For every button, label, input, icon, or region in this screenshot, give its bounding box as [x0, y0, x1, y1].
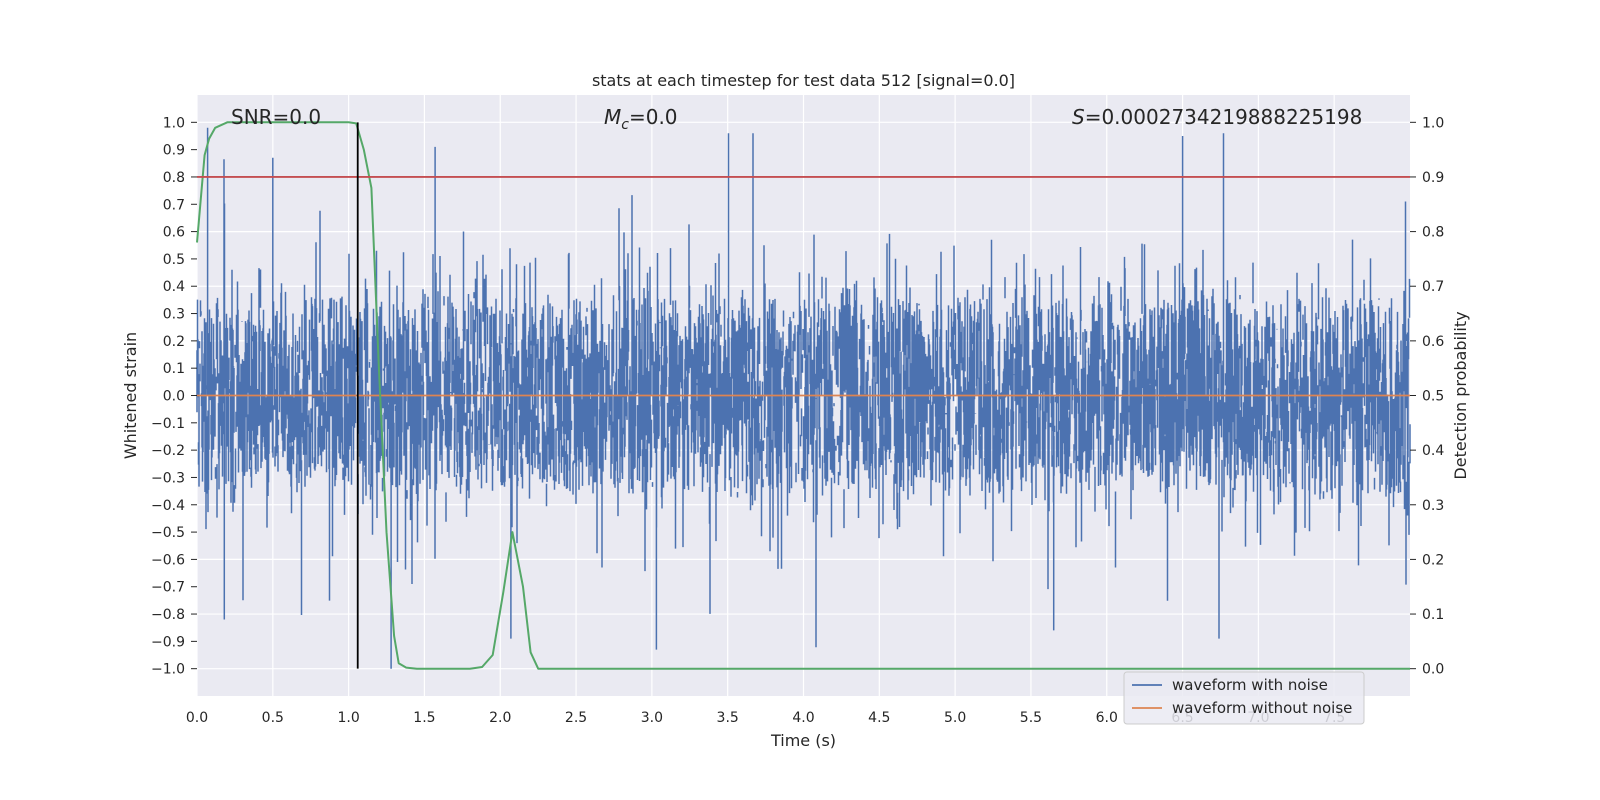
legend-box — [1123, 671, 1365, 725]
y-right-tick-label: 0.4 — [1422, 443, 1444, 459]
series-detection-probability — [196, 121, 1410, 670]
s-statistic-value: =0.0002734219888225198 — [1085, 105, 1363, 129]
y-tick-label: 0.3 — [163, 307, 185, 323]
y-right-tick-label: 0.0 — [1422, 662, 1444, 678]
x-tick-label: 4.0 — [792, 710, 814, 726]
y-tick-label: −0.8 — [151, 607, 185, 623]
y-tick-label: 0.8 — [163, 170, 185, 186]
chirp-mass-symbol: M — [604, 105, 621, 129]
y-right-axis-title: Detection probability — [1451, 311, 1470, 479]
x-tick-label: 0.0 — [186, 710, 208, 726]
y-right-tick-label: 0.5 — [1422, 389, 1444, 405]
legend-label-waveform-with-noise: waveform with noise — [1172, 676, 1328, 694]
x-tick-label: 5.5 — [1020, 710, 1042, 726]
y-tick-label: 0.1 — [163, 361, 185, 377]
x-tick-label: 1.0 — [337, 710, 359, 726]
y-tick-label: −0.7 — [151, 580, 185, 596]
y-right-tick-label: 0.8 — [1422, 225, 1444, 241]
y-tick-label: −0.1 — [151, 416, 185, 432]
y-right-tick-label: 0.9 — [1422, 170, 1444, 186]
y-tick-label: 0.9 — [163, 143, 185, 159]
reference-lines — [197, 122, 1410, 669]
chirp-mass-value: =0.0 — [629, 105, 678, 129]
y-right-tick-label: 0.1 — [1422, 607, 1444, 623]
y-right-tick-label: 0.2 — [1422, 552, 1444, 568]
y-tick-label: 0.7 — [163, 197, 185, 213]
y-tick-label: 0.4 — [163, 279, 185, 295]
x-tick-label: 4.5 — [868, 710, 890, 726]
y-tick-label: −0.2 — [151, 443, 185, 459]
x-tick-label: 5.0 — [944, 710, 966, 726]
chirp-mass-subscript: c — [621, 117, 629, 133]
y-tick-label: 0.5 — [163, 252, 185, 268]
y-tick-label: 0.0 — [163, 389, 185, 405]
y-tick-label: 0.6 — [163, 225, 185, 241]
y-tick-label: −0.3 — [151, 470, 185, 486]
y-right-tick-label: 0.6 — [1422, 334, 1444, 350]
y-right-tick-label: 0.7 — [1422, 279, 1444, 295]
y-right-tick-label: 1.0 — [1422, 115, 1444, 131]
snr-annotation: SNR=0.0 — [231, 105, 321, 129]
series-waveform-with-noise — [196, 127, 1411, 669]
x-tick-label: 0.5 — [262, 710, 284, 726]
y-tick-label: −1.0 — [151, 662, 185, 678]
legend-label-waveform-without-noise: waveform without noise — [1172, 699, 1352, 717]
y-tick-label: −0.4 — [151, 498, 185, 514]
legend: waveform with noise waveform without noi… — [1123, 671, 1365, 725]
x-tick-label: 3.5 — [717, 710, 739, 726]
chirp-mass-annotation: Mc=0.0 — [604, 105, 678, 133]
chart-title: stats at each timestep for test data 512… — [592, 71, 1015, 90]
y-axis-title: Whitened strain — [121, 332, 140, 459]
series-layer — [196, 121, 1411, 670]
y-tick-label: 0.2 — [163, 334, 185, 350]
x-tick-label: 2.5 — [565, 710, 587, 726]
x-tick-label: 1.5 — [413, 710, 435, 726]
axes-layer: 0.00.51.01.52.02.53.03.54.04.55.05.56.06… — [151, 115, 1444, 726]
y-tick-label: −0.9 — [151, 634, 185, 650]
x-tick-label: 2.0 — [489, 710, 511, 726]
y-tick-label: −0.6 — [151, 552, 185, 568]
x-tick-label: 3.0 — [641, 710, 663, 726]
y-tick-label: 1.0 — [163, 115, 185, 131]
y-tick-label: −0.5 — [151, 525, 185, 541]
y-right-tick-label: 0.3 — [1422, 498, 1444, 514]
s-statistic-annotation: S=0.0002734219888225198 — [1072, 105, 1362, 129]
s-statistic-symbol: S — [1072, 105, 1085, 129]
x-axis-title: Time (s) — [770, 731, 836, 750]
x-tick-label: 6.0 — [1096, 710, 1118, 726]
